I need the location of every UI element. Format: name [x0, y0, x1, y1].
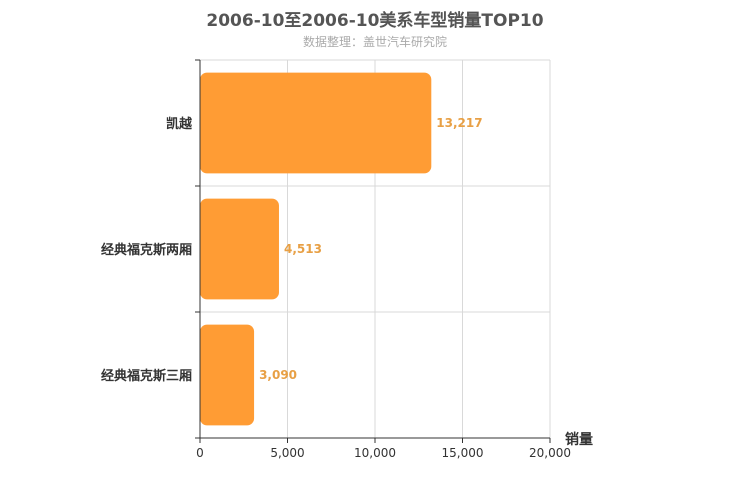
category-label: 凯越	[166, 116, 193, 132]
x-tick-label: 0	[196, 446, 204, 460]
x-tick-label: 10,000	[354, 446, 396, 460]
bar	[200, 198, 279, 300]
category-label: 经典福克斯两厢	[101, 242, 192, 258]
x-tick-label: 15,000	[442, 446, 484, 460]
bars	[200, 72, 432, 426]
bar	[200, 72, 432, 174]
chart-subtitle: 数据整理：盖世汽车研究院	[302, 35, 447, 49]
x-tick-label: 5,000	[270, 446, 304, 460]
data-label: 13,217	[436, 116, 482, 130]
data-label: 4,513	[284, 242, 322, 256]
category-label: 经典福克斯三厢	[101, 368, 192, 384]
axes	[195, 59, 551, 443]
labels: 13,217 凯越 4,513 经典福克斯两厢 3,090 经典福克斯三厢 0 5,000 10…	[101, 116, 571, 460]
x-tick-label: 20,000	[529, 446, 571, 460]
bar	[200, 324, 255, 426]
x-axis-title: 销量	[565, 431, 593, 448]
chart-title: 2006-10至2006-10美系车型销量TOP10	[206, 11, 544, 31]
data-label: 3,090	[259, 368, 297, 382]
